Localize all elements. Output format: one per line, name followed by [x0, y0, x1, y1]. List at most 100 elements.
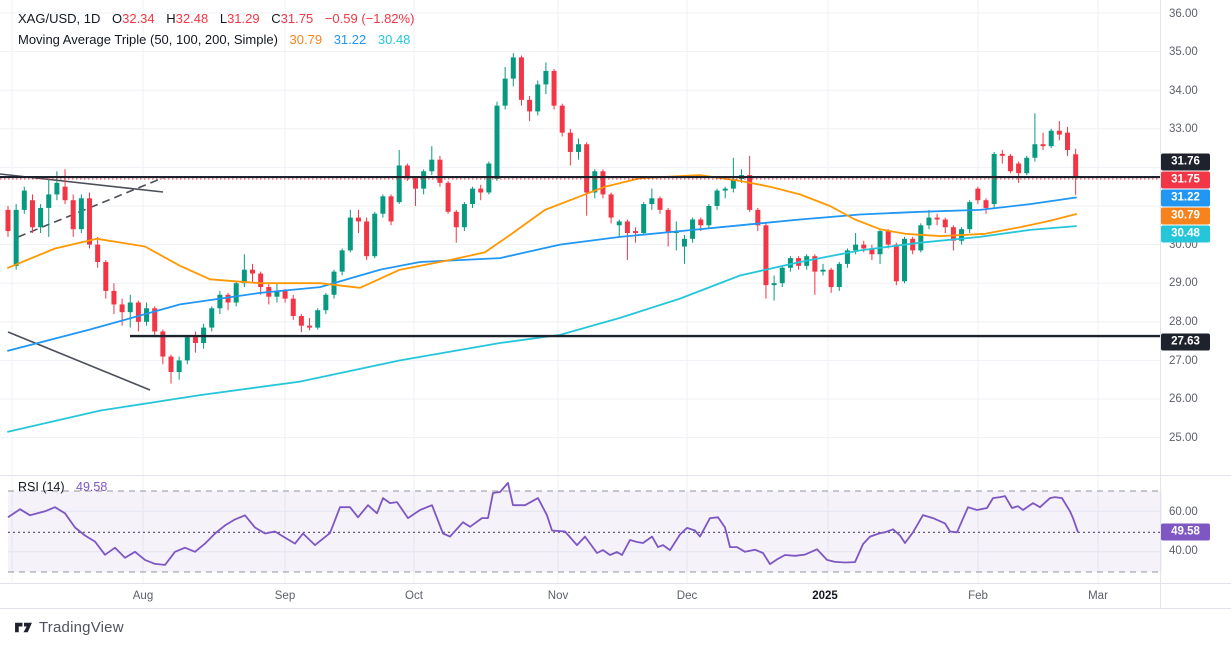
candle-body	[1016, 163, 1022, 174]
ma100-line[interactable]	[7, 196, 1077, 352]
candle-body	[290, 298, 296, 317]
time-label-Nov: Nov	[547, 590, 569, 602]
candle-body	[388, 196, 394, 222]
candle-body	[1073, 154, 1079, 178]
candle-body	[755, 209, 761, 226]
candle-body	[429, 159, 435, 172]
candle-body	[250, 269, 255, 274]
candle-body	[910, 238, 916, 251]
candle-body	[21, 190, 27, 210]
candle-body	[87, 198, 92, 245]
candle-body	[698, 219, 704, 226]
candle-body	[836, 263, 842, 288]
candle-body	[38, 207, 44, 228]
price-tick-35.00: 35.00	[1169, 46, 1198, 58]
symbol-legend[interactable]: XAG/USD, 1D O32.34 H32.48 L31.29 C31.75 …	[18, 11, 414, 26]
price-label-30.79: 30.79	[1161, 207, 1210, 225]
candle-body	[78, 198, 84, 230]
price-tick-25.00: 25.00	[1169, 432, 1198, 444]
candle-body	[624, 221, 630, 234]
candle-body	[184, 337, 190, 361]
candle-body	[209, 308, 215, 328]
candle-body	[991, 153, 997, 205]
candle-body	[1032, 144, 1038, 158]
candle-body	[967, 202, 973, 230]
candle-body	[233, 283, 239, 303]
ma-indicator-label[interactable]: Moving Average Triple (50, 100, 200, Sim…	[18, 32, 278, 47]
candle-body	[241, 269, 247, 284]
candle-body	[722, 188, 728, 191]
change-value: −0.59 (−1.82%)	[324, 11, 415, 26]
candle-body	[54, 182, 60, 195]
candle-body	[812, 256, 818, 272]
symbol-title[interactable]: XAG/USD, 1D	[18, 11, 101, 26]
candle-body	[518, 57, 524, 100]
candle-body	[730, 178, 736, 189]
candle-body	[437, 159, 443, 183]
rsi-indicator-label[interactable]: RSI (14)	[18, 480, 65, 494]
candle-body	[478, 188, 484, 193]
candle-body	[470, 188, 476, 205]
price-axis[interactable]: 36.00 35.00 34.00 33.00 30.00 29.00 28.00 27.00…	[1160, 0, 1231, 608]
month-gridlines	[8, 0, 1160, 583]
candle-body	[763, 225, 769, 286]
candle-body	[1056, 130, 1062, 135]
time-label-Dec: Dec	[676, 590, 698, 602]
candle-body	[861, 244, 867, 249]
time-axis[interactable]: Aug Sep Oct Nov Dec 2025 Feb Mar	[0, 584, 1160, 608]
candle-body	[551, 70, 557, 106]
candle-body	[152, 308, 158, 332]
price-tick-34.00: 34.00	[1169, 85, 1198, 97]
candle-body	[225, 294, 231, 303]
price-tick-40.00: 40.00	[1169, 545, 1198, 557]
candle-body	[779, 267, 785, 284]
tradingview-logo[interactable]: TradingView	[14, 619, 124, 636]
ohlc-low-label: L	[219, 11, 228, 26]
ma200-value: 30.48	[377, 32, 411, 47]
ohlc-open-label: O	[111, 11, 123, 26]
candle-body	[983, 200, 989, 208]
candle-body	[1007, 155, 1013, 172]
candle-body	[29, 200, 35, 228]
rsi-line[interactable]	[7, 481, 1079, 566]
ma100-value: 31.22	[333, 32, 367, 47]
price-tick-29.00: 29.00	[1169, 277, 1198, 289]
trendline-drawing-3[interactable]	[7, 331, 151, 391]
candle-body	[926, 217, 932, 226]
candle-body	[1065, 132, 1070, 151]
candle-body	[950, 227, 956, 241]
candle-body	[885, 231, 891, 245]
candle-body	[127, 302, 133, 313]
ma50-line[interactable]	[7, 174, 1077, 289]
candle-body	[176, 360, 182, 372]
candle-body	[820, 269, 826, 272]
candle-body	[307, 325, 313, 328]
candle-body	[192, 337, 198, 344]
candle-body	[315, 310, 321, 328]
ohlc-high-label: H	[166, 11, 176, 26]
candle-body	[274, 290, 280, 297]
ohlc-close-label: C	[271, 11, 281, 26]
candles	[5, 53, 1079, 384]
price-label-49.58: 49.58	[1161, 523, 1210, 541]
candle-body	[975, 188, 981, 201]
ma-legend[interactable]: Moving Average Triple (50, 100, 200, Sim…	[18, 32, 410, 47]
candle-body	[706, 206, 712, 226]
candle-body	[877, 231, 883, 255]
price-tick-36.00: 36.00	[1169, 8, 1198, 20]
candle-body	[445, 182, 451, 212]
candle-body	[902, 238, 907, 282]
candle-body	[844, 250, 850, 264]
candle-body	[600, 171, 606, 195]
rsi-legend[interactable]: RSI (14) 49.58	[18, 480, 107, 494]
candle-body	[168, 356, 174, 372]
candle-body	[323, 294, 329, 311]
candle-body	[853, 244, 859, 251]
ma200-line[interactable]	[7, 225, 1077, 433]
candle-body	[103, 261, 109, 291]
candle-body	[893, 244, 899, 282]
candle-body	[567, 132, 573, 152]
price-tick-27.00: 27.00	[1169, 355, 1198, 367]
candle-body	[1040, 144, 1046, 147]
